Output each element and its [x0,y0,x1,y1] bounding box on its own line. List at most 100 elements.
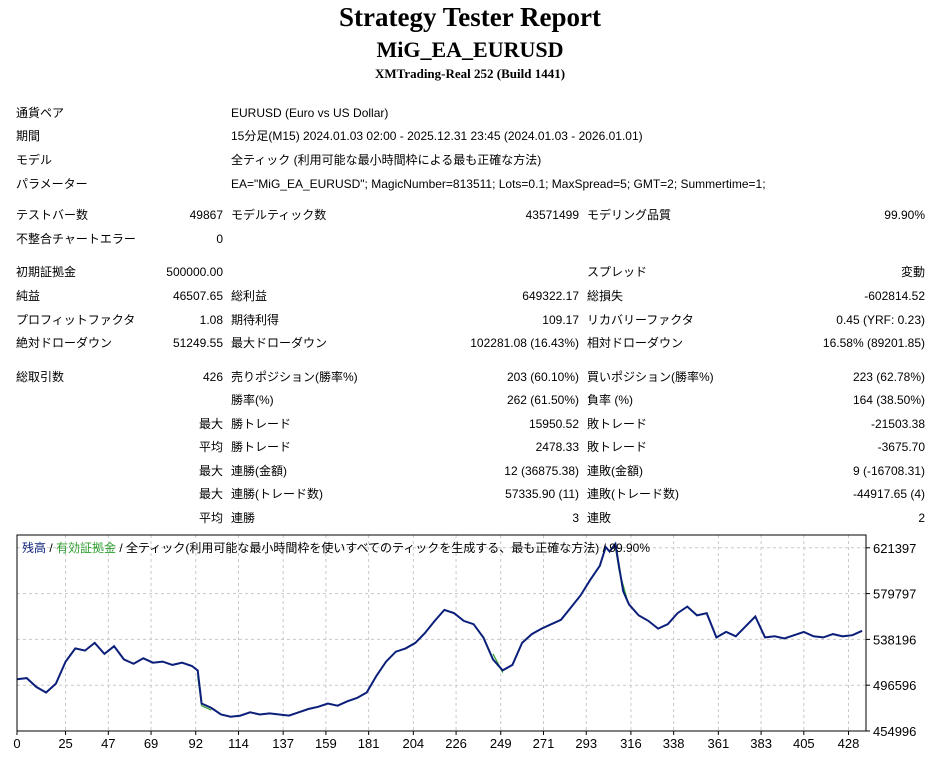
report-subtitle: MiG_EA_EURUSD [376,37,564,62]
rel-drawdown-value: 16.58% (89201.85) [822,336,925,350]
x-tick-label: 204 [402,736,424,751]
period-value: 15分足(M15) 2024.01.03 02:00 - 2025.12.31 … [231,129,643,143]
spread-label: スプレッド [587,265,648,279]
x-tick-label: 47 [101,736,115,751]
profit-factor-value: 1.08 [199,313,223,327]
x-tick-label: 383 [750,736,772,751]
x-tick-label: 338 [663,736,685,751]
x-tick-label: 271 [533,736,555,751]
x-tick-label: 293 [575,736,597,751]
y-tick-label: 621397 [873,541,916,556]
x-tick-label: 226 [445,736,467,751]
model-ticks-value: 43571499 [525,208,579,222]
x-tick-label: 92 [189,736,203,751]
avg-win-value: 2478.33 [535,440,579,454]
largest-win-label: 勝トレード [231,417,292,431]
test-bars-value: 49867 [189,208,223,222]
max-word: 最大 [198,417,223,431]
max-word: 最大 [198,487,223,501]
chart-frame [16,534,867,732]
avg-loss-value: -3675.70 [877,440,925,454]
largest-loss-value: -21503.38 [870,417,925,431]
test-bars-label: テストバー数 [16,208,89,222]
net-profit-value: 46507.65 [172,289,223,303]
rel-drawdown-label: 相対ドローダウン [587,336,684,350]
max-consec-losses-label: 連敗(金額) [587,464,643,478]
short-positions-label: 売りポジション(勝率%) [231,370,358,384]
currency-pair-label: 通貨ペア [16,106,65,120]
x-tick-label: 361 [707,736,729,751]
x-tick-label: 249 [490,736,512,751]
avg-win-label: 勝トレード [231,440,292,454]
loss-rate-value: 164 (38.50%) [852,393,925,407]
short-positions-value: 203 (60.10%) [506,370,579,384]
balance-line [16,541,863,718]
server-build: XMTrading-Real 252 (Build 1441) [374,66,566,81]
net-profit-label: 純益 [16,289,41,303]
max-consec-wins-value: 12 (36875.38) [504,464,579,478]
currency-pair-value: EURUSD (Euro vs US Dollar) [231,106,389,120]
expected-payoff-label: 期待利得 [231,313,280,327]
max-consec-wins-label: 連勝(金額) [231,464,287,478]
max-word: 最大 [198,464,223,478]
x-tick-label: 159 [315,736,337,751]
largest-win-value: 15950.52 [528,417,579,431]
long-positions-label: 買いポジション(勝率%) [587,370,714,384]
x-tick-label: 428 [838,736,860,751]
max-consec-losses-value: 9 (-16708.31) [852,464,925,478]
abs-drawdown-label: 絶対ドローダウン [16,336,113,350]
model-quality-value: 99.90% [884,208,925,222]
legend-separator: / [46,541,56,555]
model-quality-label: モデリング品質 [587,208,672,222]
mismatch-label: 不整合チャートエラー [16,232,136,246]
y-tick-label: 496596 [873,678,916,693]
model-ticks-label: モデルティック数 [231,208,327,222]
expected-payoff-value: 109.17 [542,313,579,327]
max-drawdown-value: 102281.08 (16.43%) [470,336,579,350]
avg-consec-losses-value: 2 [918,511,925,525]
equity-line-segment [492,653,500,666]
gross-loss-label: 総損失 [587,289,624,303]
profit-factor-label: プロフィットファクタ [16,313,136,327]
period-label: 期間 [16,129,41,143]
max-consec-profit-value: 57335.90 (11) [505,487,579,501]
avg-loss-label: 敗トレード [587,440,648,454]
report-title: Strategy Tester Report [339,2,601,32]
x-tick-label: 25 [58,736,72,751]
max-consec-loss-label: 連敗(トレード数) [587,487,679,501]
max-consec-loss-value: -44917.65 (4) [852,487,925,501]
y-tick-label: 538196 [873,632,916,647]
avg-word: 平均 [198,511,223,525]
legend-description: / 全ティック(利用可能な最小時間枠を使いすべてのティックを生成する、最も正確な… [116,540,650,555]
total-trades-value: 426 [202,370,223,384]
gross-profit-value: 649322.17 [522,289,579,303]
x-tick-label: 69 [144,736,158,751]
avg-consec-wins-value: 3 [572,511,579,525]
parameters-label: パラメーター [16,177,88,191]
initial-deposit-label: 初期証拠金 [16,265,77,279]
parameters-value: EA="MiG_EA_EURUSD"; MagicNumber=813511; … [231,177,766,191]
x-tick-label: 181 [358,736,380,751]
legend-balance: 残高 [22,540,46,555]
avg-word: 平均 [198,440,223,454]
y-axis-ticks: 621397 579797 538196 496596 454996 [866,541,916,739]
avg-consec-losses-label: 連敗 [587,511,612,525]
avg-consec-wins-label: 連勝 [231,511,256,525]
initial-deposit-value: 500000.00 [166,265,223,279]
total-trades-label: 総取引数 [16,370,65,384]
y-tick-label: 454996 [873,724,916,739]
win-rate-label: 勝率(%) [231,393,274,407]
x-tick-label: 0 [13,736,20,751]
x-tick-label: 316 [620,736,642,751]
win-rate-value: 262 (61.50%) [506,393,579,407]
mismatch-value: 0 [216,232,223,246]
equity-chart: 残高 / 有効証拠金 / 全ティック(利用可能な最小時間枠を使いすべてのティック… [13,534,916,751]
abs-drawdown-value: 51249.55 [172,336,223,350]
long-positions-value: 223 (62.78%) [852,370,925,384]
equity-line-segment [201,705,212,711]
recovery-factor-label: リカバリーファクタ [587,313,694,327]
x-axis-ticks: 0 25 47 69 92 114 137 159 181 204 226 249 271 293 316 3… [13,731,859,751]
x-tick-label: 137 [272,736,294,751]
y-tick-label: 579797 [873,587,916,602]
chart-legend: 残高 / 有効証拠金 / 全ティック(利用可能な最小時間枠を使いすべてのティック… [22,540,650,555]
